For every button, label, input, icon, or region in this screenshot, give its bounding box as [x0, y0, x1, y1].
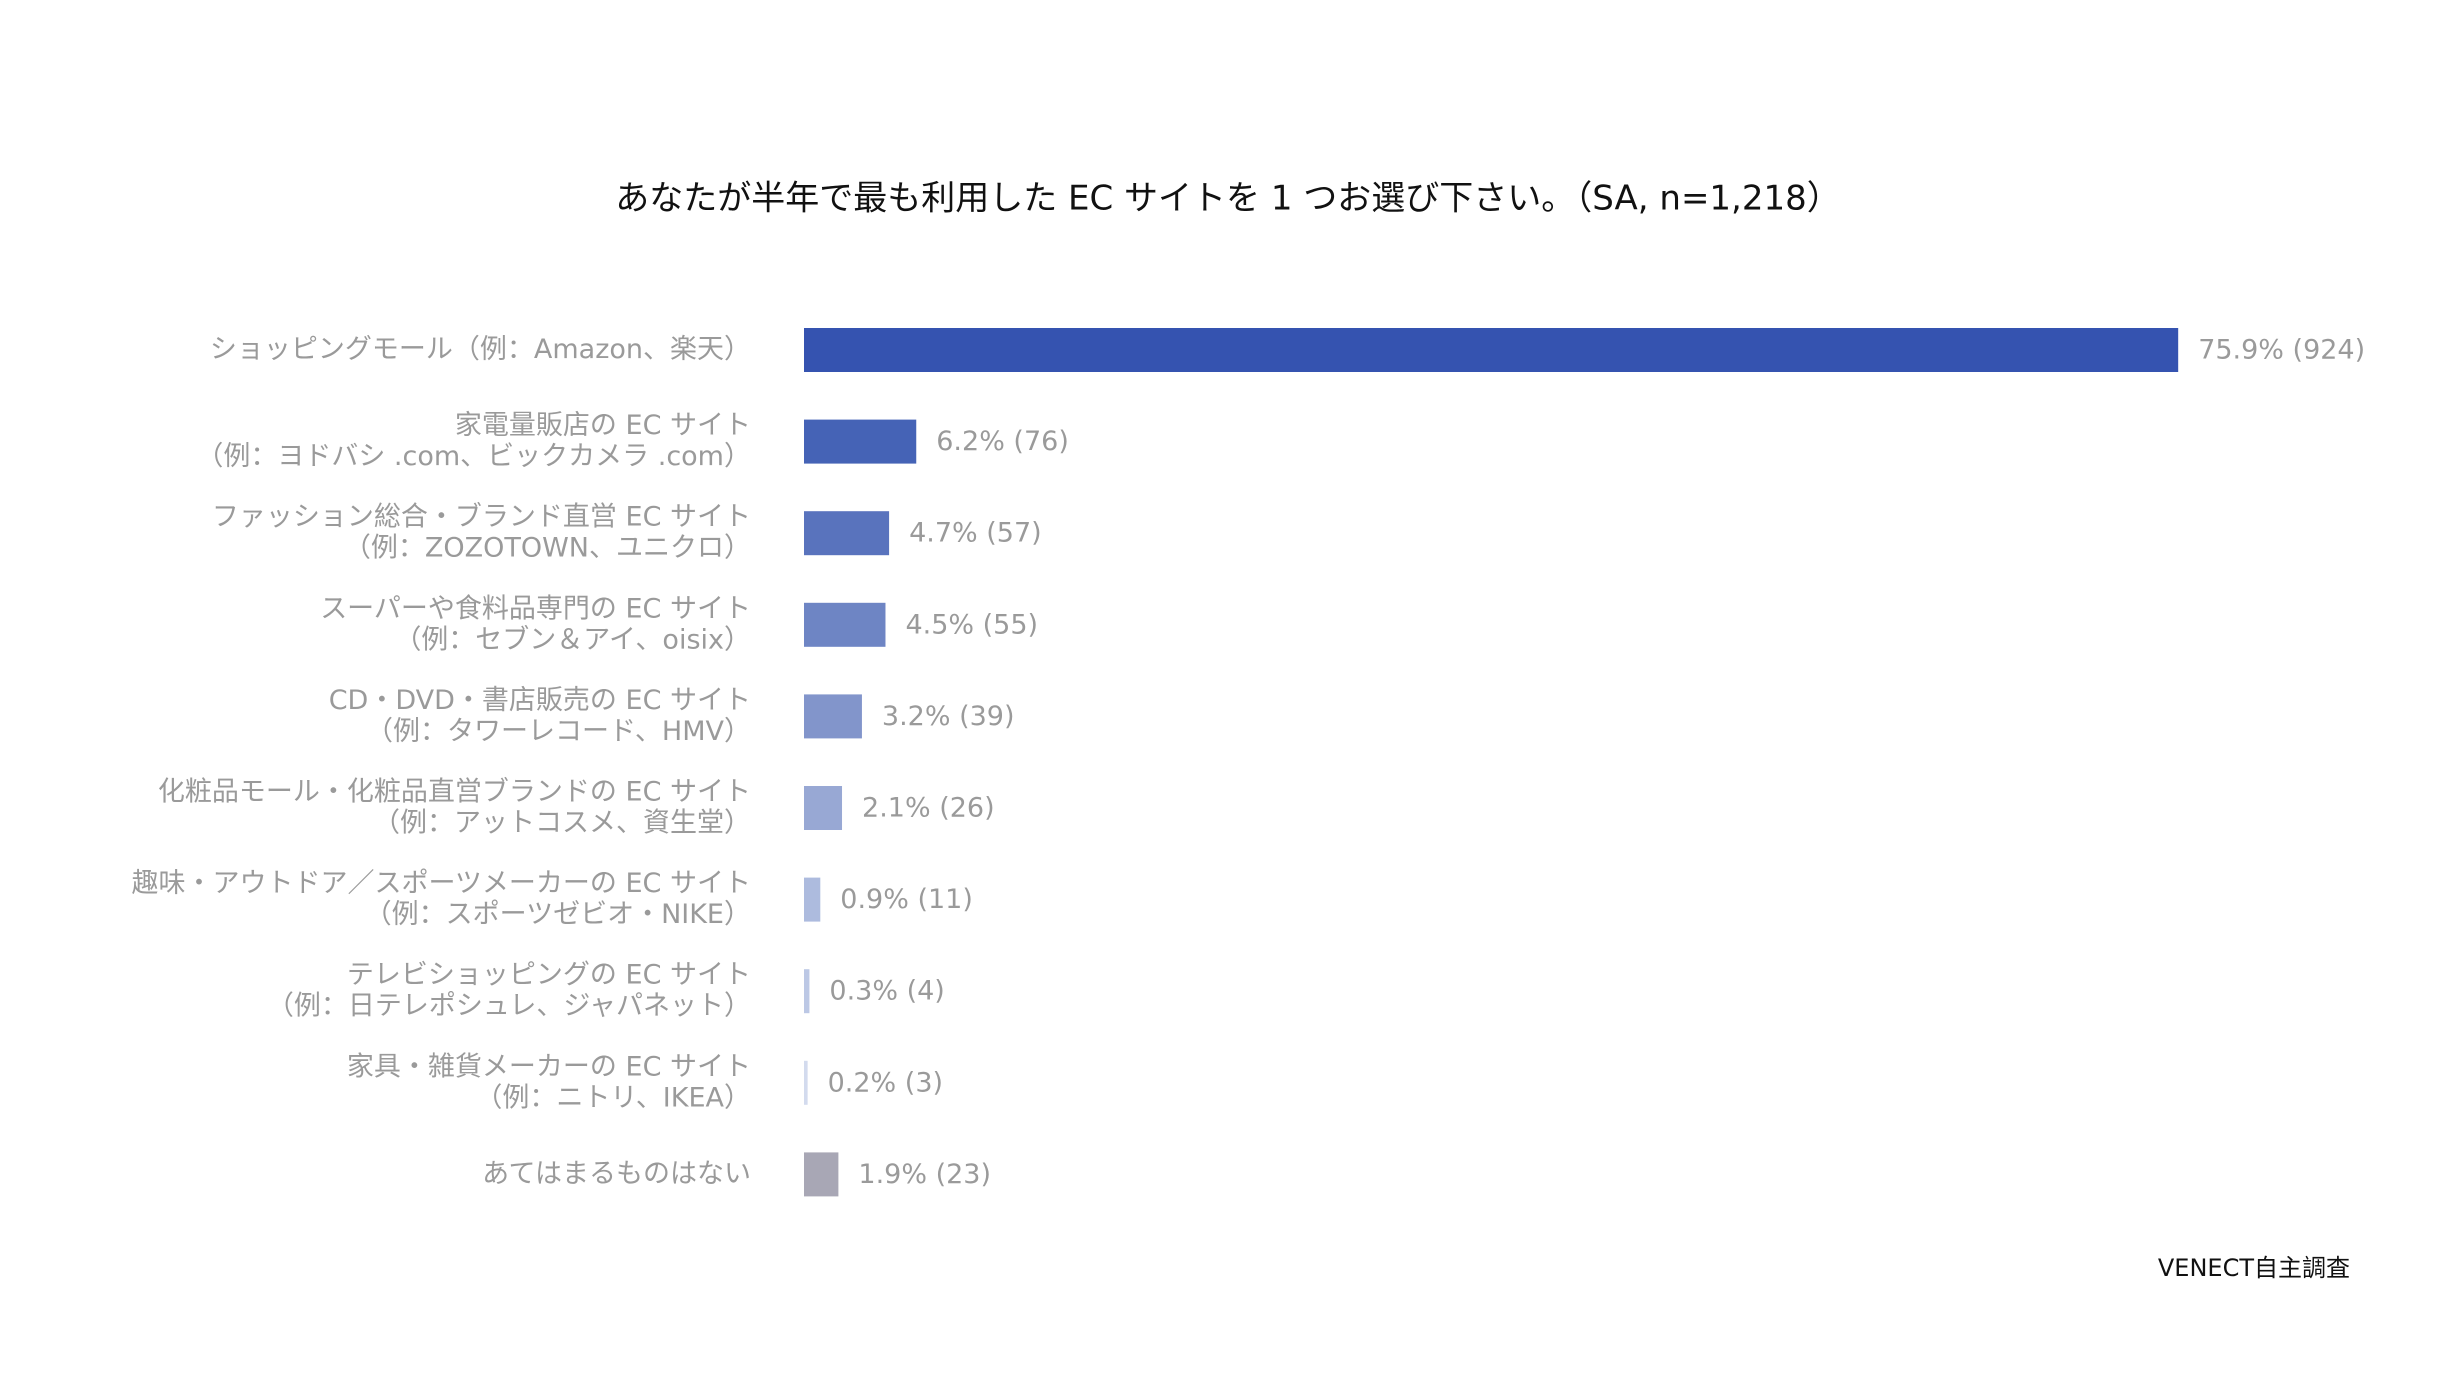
category-label-line: （例：ニトリ、IKEA） — [475, 1082, 751, 1113]
value-label: 0.2% (3) — [828, 1067, 943, 1098]
bar — [804, 694, 862, 739]
value-label: 4.5% (55) — [905, 609, 1038, 640]
bar — [804, 786, 843, 830]
category-label: テレビショッピングの EC サイト（例：日テレポシュレ、ジャパネット） — [267, 959, 751, 1021]
value-label: 0.9% (11) — [840, 884, 973, 915]
category-label-line: 家具・雑貨メーカーの EC サイト — [347, 1051, 751, 1082]
category-label-line: （例：ZOZOTOWN、ユニクロ） — [344, 532, 751, 563]
category-label-line: CD・DVD・書店販売の EC サイト — [329, 684, 751, 715]
category-label: スーパーや食料品専門の EC サイト（例：セブン＆アイ、oisix） — [320, 593, 751, 655]
bar — [804, 328, 2179, 372]
category-label-line: テレビショッピングの EC サイト — [347, 959, 751, 990]
category-label-line: 家電量販店の EC サイト — [455, 410, 751, 441]
category-label: 家具・雑貨メーカーの EC サイト（例：ニトリ、IKEA） — [347, 1051, 751, 1113]
bar — [804, 419, 917, 464]
category-label-line: （例：タワーレコード、HMV） — [366, 715, 751, 746]
value-label: 75.9% (924) — [2198, 335, 2365, 366]
bar — [804, 602, 886, 647]
category-label: ファッション総合・ブランド直営 EC サイト（例：ZOZOTOWN、ユニクロ） — [212, 501, 751, 563]
category-label-line: スーパーや食料品専門の EC サイト — [320, 593, 751, 624]
bar — [804, 1152, 839, 1197]
bar — [804, 511, 890, 556]
source: VENECT自主調査 — [2158, 1254, 2350, 1282]
category-label-line: あてはまるものはない — [482, 1158, 751, 1189]
category-label: 趣味・アウトドア／スポーツメーカーの EC サイト（例：スポーツゼビオ・NIKE… — [131, 868, 751, 930]
category-label-line: ファッション総合・ブランド直営 EC サイト — [212, 501, 751, 532]
category-label-line: 化粧品モール・化粧品直営ブランドの EC サイト — [158, 776, 751, 807]
category-label-line: （例：セブン＆アイ、oisix） — [394, 624, 751, 655]
value-label: 0.3% (4) — [829, 976, 944, 1007]
value-label: 2.1% (26) — [862, 793, 995, 824]
bar — [804, 969, 810, 1014]
bar — [804, 1060, 808, 1105]
category-label-line: （例：スポーツゼビオ・NIKE） — [365, 899, 751, 930]
bar — [804, 877, 821, 922]
category-label-line: （例：アットコスメ、資生堂） — [373, 807, 751, 838]
value-label: 4.7% (57) — [909, 518, 1042, 549]
category-label-line: （例：ヨドバシ .com、ビックカメラ .com） — [196, 441, 751, 472]
category-label-line: ショッピングモール（例：Amazon、楽天） — [210, 334, 751, 365]
category-label-line: 趣味・アウトドア／スポーツメーカーの EC サイト — [131, 868, 751, 899]
category-label-line: （例：日テレポシュレ、ジャパネット） — [267, 990, 751, 1021]
category-label: CD・DVD・書店販売の EC サイト（例：タワーレコード、HMV） — [329, 684, 751, 746]
chart-title: あなたが半年で最も利用した EC サイトを 1 つお選び下さい。（SA, n=1… — [615, 179, 1841, 219]
value-label: 6.2% (76) — [936, 426, 1069, 457]
category-label: 化粧品モール・化粧品直営ブランドの EC サイト（例：アットコスメ、資生堂） — [158, 776, 751, 838]
category-label: ショッピングモール（例：Amazon、楽天） — [210, 334, 751, 365]
category-label: あてはまるものはない — [482, 1158, 751, 1189]
value-label: 1.9% (23) — [858, 1159, 991, 1190]
category-label: 家電量販店の EC サイト（例：ヨドバシ .com、ビックカメラ .com） — [196, 410, 751, 472]
value-label: 3.2% (39) — [882, 701, 1015, 732]
